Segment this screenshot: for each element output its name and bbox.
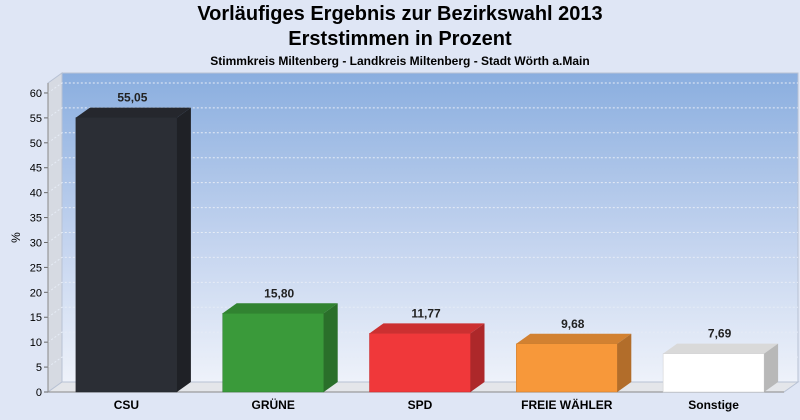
y-tick-label: 15 xyxy=(30,312,42,324)
gridline xyxy=(47,82,798,94)
gridline xyxy=(47,331,798,343)
data-label: 7,69 xyxy=(708,327,732,341)
gridline xyxy=(47,107,798,119)
bar-top xyxy=(75,107,191,118)
y-axis-label: % xyxy=(9,232,23,243)
x-tick-label: GRÜNE xyxy=(252,397,295,412)
y-tick-label: 50 xyxy=(30,138,42,150)
y-tick-label: 60 xyxy=(30,88,42,100)
bar-top xyxy=(663,343,779,354)
y-tick-label: 55 xyxy=(30,113,42,125)
y-tick-label: 30 xyxy=(30,237,42,249)
plot-side-wall xyxy=(47,72,63,393)
chart-subtitle-region: Stimmkreis Miltenberg - Landkreis Milten… xyxy=(210,54,590,68)
y-tick-label: 10 xyxy=(30,337,42,349)
bar-side xyxy=(617,333,632,392)
chart-subtitle: Erststimmen in Prozent xyxy=(288,28,512,50)
y-tick-label: 40 xyxy=(30,188,42,200)
bar-front xyxy=(516,343,618,393)
bar-csu xyxy=(75,107,191,393)
bar-spd xyxy=(369,323,485,393)
bar-side xyxy=(323,303,338,392)
chart-title: Vorläufiges Ergebnis zur Bezirkswahl 201… xyxy=(197,3,603,25)
gridline xyxy=(47,157,798,169)
y-tick-label: 45 xyxy=(30,163,42,175)
gridline xyxy=(47,356,798,368)
x-tick-label: Sonstige xyxy=(688,398,739,412)
x-tick-label: SPD xyxy=(408,398,433,412)
y-tick-label: 35 xyxy=(30,213,42,225)
bar-top xyxy=(516,333,632,344)
bar-side xyxy=(470,323,485,392)
y-tick-label: 0 xyxy=(36,387,42,399)
data-label: 55,05 xyxy=(117,91,147,105)
y-tick-label: 20 xyxy=(30,287,42,299)
bar-front xyxy=(75,117,178,393)
bar-sonstige xyxy=(662,343,779,393)
bar-top xyxy=(369,323,485,334)
gridline xyxy=(47,281,798,293)
bar-side xyxy=(176,107,191,392)
bar-top xyxy=(222,303,338,314)
bar-grüne xyxy=(222,303,338,393)
data-label: 15,80 xyxy=(264,286,294,300)
y-tick-label: 5 xyxy=(36,362,42,374)
data-label: 9,68 xyxy=(561,317,585,331)
x-tick-label: CSU xyxy=(114,398,139,412)
gridline xyxy=(47,231,798,243)
gridline xyxy=(47,207,798,218)
bar-front xyxy=(662,353,765,393)
gridline xyxy=(47,306,798,318)
y-tick-label: 25 xyxy=(30,262,42,274)
gridline xyxy=(47,132,798,144)
bar-front xyxy=(369,333,471,393)
gridline xyxy=(47,256,798,268)
data-label: 11,77 xyxy=(411,306,441,320)
gridline xyxy=(47,182,798,194)
bar-front xyxy=(222,313,324,393)
bar-side xyxy=(764,343,779,392)
x-tick-label: FREIE WÄHLER xyxy=(521,397,613,412)
bar-freie-wähler xyxy=(516,333,632,393)
